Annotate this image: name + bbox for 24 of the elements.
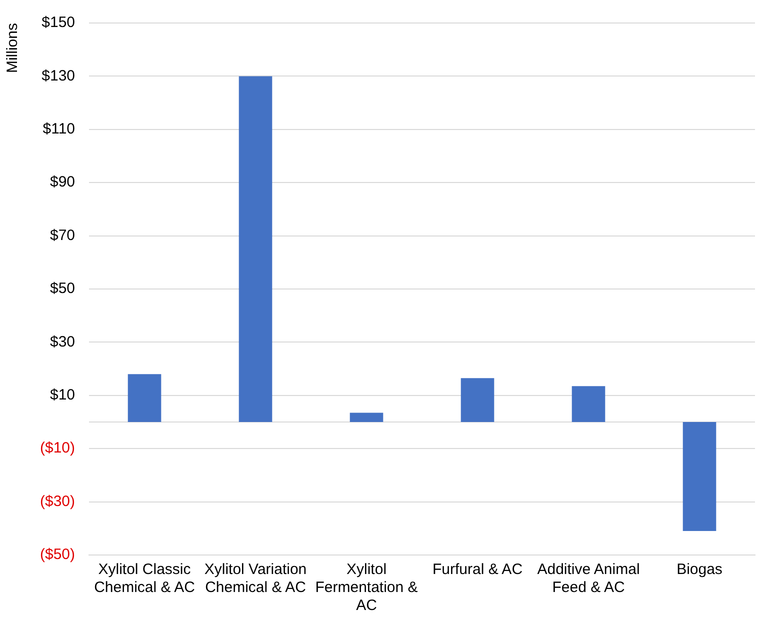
y-tick-label: $50 (50, 280, 76, 298)
y-tick-label: $30 (50, 333, 76, 350)
y-axis-title: Millions (4, 23, 22, 74)
x-tick-label: Xylitol Fermentation & AC (315, 561, 418, 614)
x-tick-label: Additive Animal Feed & AC (537, 561, 640, 596)
x-tick-label: Xylitol Variation Chemical & AC (204, 561, 307, 596)
y-tick-label: $110 (42, 120, 76, 138)
x-tick-label: Xylitol Classic Chemical & AC (94, 561, 196, 596)
bar (238, 76, 272, 422)
y-tick-label: $90 (50, 174, 76, 191)
bar (350, 412, 384, 422)
y-tick-label: $130 (42, 67, 76, 84)
x-tick-label: Furfural & AC (432, 561, 523, 578)
y-tick-label: $70 (50, 226, 76, 244)
y-tick-label: $150 (42, 14, 76, 32)
bar (572, 386, 606, 422)
y-tick-label: ($50) (40, 546, 76, 564)
bar (460, 378, 494, 422)
x-tick-label: Biogas (676, 561, 722, 578)
y-tick-label: ($30) (40, 492, 76, 510)
bar (682, 422, 716, 532)
bar (128, 374, 162, 422)
y-tick-label: ($10) (40, 440, 76, 457)
y-tick-label: $10 (50, 386, 76, 404)
